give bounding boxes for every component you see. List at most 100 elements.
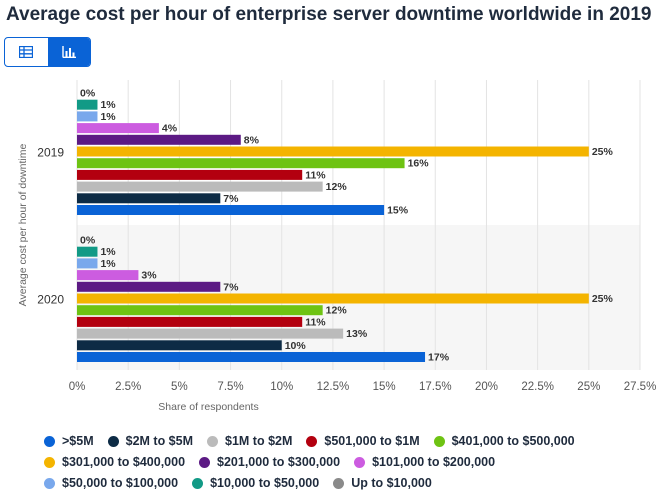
x-axis-title: Share of respondents (158, 401, 258, 413)
data-label: 11% (305, 169, 326, 181)
x-tick-label: 20% (475, 381, 498, 393)
data-label: 3% (141, 270, 157, 282)
legend-dot-icon (207, 435, 219, 447)
x-tick-label: 2.5% (115, 381, 141, 393)
legend-item[interactable]: $10,000 to $50,000 (192, 476, 319, 490)
data-label: 7% (223, 193, 239, 205)
bar-2019-10 (77, 205, 385, 215)
legend-label: $10,000 to $50,000 (210, 476, 320, 490)
legend-label: $2M to $5M (125, 434, 194, 448)
legend-dot-icon (354, 456, 366, 468)
data-label: 1% (100, 99, 116, 111)
data-label: 1% (100, 258, 116, 270)
x-tick-label: 22.5% (521, 381, 554, 393)
legend-label: >$5M (62, 434, 94, 448)
bar-2019-1 (77, 99, 98, 110)
data-label: 0% (80, 235, 96, 247)
x-tick-label: 7.5% (217, 381, 243, 393)
legend-label: $50,000 to $100,000 (62, 476, 179, 490)
legend-item[interactable]: $1M to $2M (207, 434, 292, 448)
x-tick-label: 27.5% (624, 381, 657, 393)
legend-item[interactable]: $50,000 to $100,000 (44, 476, 178, 490)
chart-view-button[interactable] (47, 38, 90, 66)
legend-dot-icon (433, 435, 445, 447)
bar-2020-10 (77, 352, 426, 362)
bar-2019-3 (77, 123, 159, 134)
legend-item[interactable]: $301,000 to $400,000 (44, 455, 185, 469)
bar-2020-8 (77, 328, 344, 339)
table-view-button[interactable] (5, 38, 48, 66)
bar-2020-3 (77, 270, 139, 281)
data-label: 1% (100, 246, 116, 258)
legend-label: $401,000 to $500,000 (451, 434, 575, 448)
y-axis-title: Average cost per hour of downtime (17, 144, 29, 307)
x-tick-label: 10% (270, 381, 293, 393)
bar-chart: 0% 2.5% 5% 7.5% 10% 12.5% 15% 17.5% 20% 22.5% 25% 2… (17, 80, 657, 413)
data-label: 13% (346, 328, 368, 340)
bar-2020-2 (77, 258, 98, 269)
bar-2020-7 (77, 316, 303, 327)
page-title: Average cost per hour of enterprise serv… (6, 4, 652, 25)
legend-dot-icon (306, 435, 318, 447)
data-label: 4% (162, 123, 178, 135)
data-label: 0% (80, 88, 96, 100)
data-label: 25% (592, 146, 614, 158)
legend-dot-icon (107, 435, 119, 447)
legend-item[interactable]: $201,000 to $300,000 (199, 455, 340, 469)
x-tick-label: 0% (69, 381, 86, 393)
legend-item[interactable]: $101,000 to $200,000 (354, 455, 495, 469)
legend-label: $1M to $2M (225, 434, 293, 448)
category-label-2020: 2020 (37, 292, 64, 306)
legend-row: >$5M $2M to $5M $1M to $2M $501,000 to $1M $… (44, 434, 644, 448)
legend-dot-icon (44, 456, 55, 468)
data-label: 12% (326, 181, 348, 193)
data-label: 17% (428, 352, 450, 364)
legend-label: $301,000 to $400,000 (62, 455, 186, 469)
legend-item[interactable]: $2M to $5M (107, 434, 194, 448)
bar-2020-4 (77, 281, 221, 292)
legend-item[interactable]: $401,000 to $500,000 (433, 434, 575, 448)
data-label: 10% (285, 340, 307, 352)
bar-2020-6 (77, 305, 323, 316)
data-label: 25% (592, 293, 614, 305)
legend-dot-icon (192, 477, 204, 489)
data-label: 12% (326, 305, 348, 317)
legend-item[interactable]: >$5M (44, 434, 94, 448)
legend-dot-icon (44, 435, 55, 447)
bar-2019-6 (77, 158, 405, 169)
view-toggle (4, 37, 91, 67)
bar-2019-4 (77, 134, 241, 145)
legend-row: $50,000 to $100,000 $10,000 to $50,000 Up … (44, 476, 644, 490)
bar-2019-5 (77, 146, 589, 157)
legend-dot-icon (44, 477, 55, 489)
legend-dot-icon (333, 477, 345, 489)
bar-2019-2 (77, 111, 98, 122)
x-tick-label: 15% (373, 381, 396, 393)
data-label: 1% (100, 111, 116, 123)
bar-chart-icon (62, 46, 76, 58)
bar-2019-9 (77, 193, 221, 204)
x-tick-label: 5% (171, 381, 188, 393)
data-label: 7% (223, 281, 239, 293)
bar-2020-1 (77, 246, 98, 257)
legend-label: Up to $10,000 (351, 476, 432, 490)
legend-item[interactable]: $501,000 to $1M (306, 434, 420, 448)
legend-row: $301,000 to $400,000 $201,000 to $300,000… (44, 455, 644, 469)
legend-item[interactable]: Up to $10,000 (333, 476, 432, 490)
legend-dot-icon (199, 456, 211, 468)
bar-2019-7 (77, 169, 303, 180)
legend-label: $101,000 to $200,000 (372, 455, 496, 469)
x-tick-label: 25% (577, 381, 600, 393)
bar-2020-9 (77, 340, 282, 351)
legend-label: $201,000 to $300,000 (217, 455, 341, 469)
chart-legend: >$5M $2M to $5M $1M to $2M $501,000 to $1M $… (44, 434, 644, 497)
x-tick-label: 17.5% (419, 381, 452, 393)
category-label-2019: 2019 (37, 145, 64, 159)
x-tick-label: 12.5% (317, 381, 350, 393)
legend-label: $501,000 to $1M (324, 434, 420, 448)
bar-2019-8 (77, 181, 323, 192)
data-label: 11% (305, 316, 326, 328)
data-label: 8% (244, 134, 260, 146)
data-label: 15% (387, 205, 409, 217)
bar-2020-5 (77, 293, 589, 304)
